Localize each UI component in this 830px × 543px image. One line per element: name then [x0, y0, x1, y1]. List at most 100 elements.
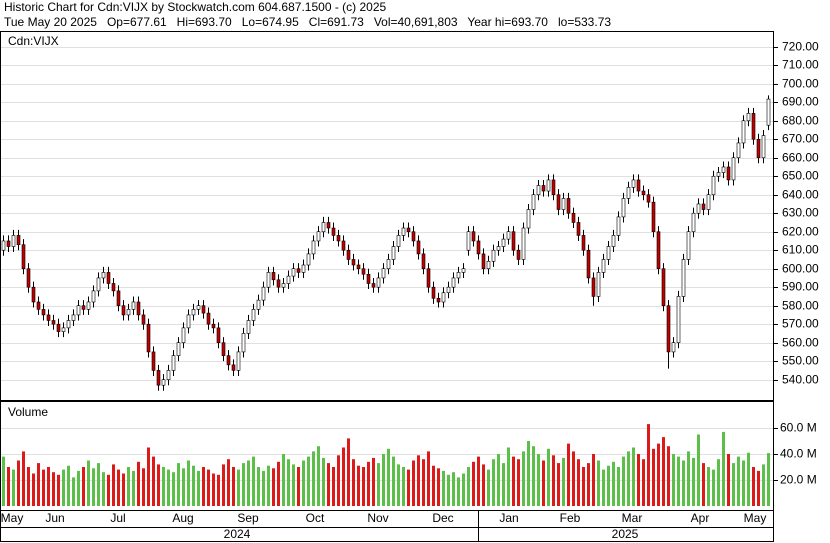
y-tick-label: 630.00: [782, 206, 819, 220]
volume-bar: [362, 467, 365, 506]
candle-body: [481, 253, 486, 270]
volume-bar: [347, 438, 350, 506]
volume-bar: [277, 461, 280, 506]
candle-body: [641, 190, 646, 196]
volume-bar: [317, 446, 320, 506]
candle-body: [531, 194, 536, 210]
candle-body: [556, 194, 561, 210]
volume-bar: [687, 451, 690, 506]
candle-body: [271, 272, 276, 281]
candle-body: [176, 342, 181, 356]
volume-bar: [717, 459, 720, 506]
candle-body: [361, 268, 366, 275]
candle-body: [446, 286, 451, 294]
candle-body: [56, 323, 61, 332]
volume-bar: [207, 469, 210, 506]
candle-body: [246, 320, 251, 334]
volume-bar: [587, 463, 590, 506]
candle-body: [31, 286, 36, 303]
volume-bar: [87, 460, 90, 506]
volume-bar: [632, 447, 635, 506]
month-label: Jul: [110, 511, 125, 525]
volume-bar: [77, 470, 80, 506]
candle-body: [111, 283, 116, 292]
volume-bar: [332, 467, 335, 506]
candle-body: [656, 231, 661, 270]
volume-bar: [567, 443, 570, 506]
y-tick-label: 610.00: [782, 243, 819, 257]
y-tick-label: 550.00: [782, 354, 819, 368]
volume-bar: [762, 464, 765, 506]
volume-bar: [262, 470, 265, 506]
candle-body: [316, 231, 321, 242]
volume-bar: [122, 473, 125, 506]
volume-bar: [272, 468, 275, 506]
volume-bar: [157, 464, 160, 506]
candle-body: [251, 309, 256, 321]
candle-body: [696, 203, 701, 214]
candle-body: [236, 351, 241, 371]
y-tick-label: 690.00: [782, 95, 819, 109]
candle-body: [611, 235, 616, 247]
candle-body: [506, 231, 511, 240]
candle-body: [336, 235, 341, 242]
candle-body: [551, 179, 556, 196]
volume-bar: [447, 474, 450, 506]
volume-bar: [472, 461, 475, 506]
volume-bar: [692, 457, 695, 506]
volume-bar: [492, 459, 495, 506]
candle-body: [211, 323, 216, 329]
volume-bar: [372, 457, 375, 506]
month-label: Sep: [237, 511, 259, 525]
candle-body: [606, 246, 611, 260]
candle-body: [746, 113, 751, 122]
volume-bar: [612, 461, 615, 506]
y-tick-label: 540.00: [782, 373, 819, 387]
volume-bar: [387, 448, 390, 506]
candle-body: [526, 209, 531, 229]
candle-body: [716, 172, 721, 177]
candle-body: [256, 299, 261, 310]
candle-body: [401, 227, 406, 236]
volume-bar: [637, 454, 640, 506]
candle-body: [751, 113, 756, 140]
volume-bar: [662, 437, 665, 506]
candle-body: [706, 194, 711, 210]
volume-bar: [677, 456, 680, 506]
year-label: 2024: [224, 527, 251, 541]
volume-bar: [427, 451, 430, 506]
volume-bar: [202, 467, 205, 506]
volume-bar: [727, 454, 730, 506]
volume-bar: [267, 465, 270, 506]
volume-bar: [312, 451, 315, 506]
chart-title: Historic Chart for Cdn:VIJX by Stockwatc…: [4, 0, 386, 14]
candle-body: [26, 268, 31, 288]
volume-bar: [337, 455, 340, 506]
candle-body: [486, 261, 491, 270]
volume-bar: [102, 472, 105, 506]
volume-bar: [732, 463, 735, 506]
volume-bar: [652, 448, 655, 506]
candle-body: [261, 286, 266, 301]
candle-body: [376, 277, 381, 288]
candle-body: [736, 142, 741, 159]
volume-bar: [27, 467, 30, 506]
candle-body: [511, 231, 516, 251]
y-tick-label: 580.00: [782, 299, 819, 313]
volume-bar: [342, 447, 345, 506]
volume-bar: [532, 446, 535, 506]
candle-body: [441, 292, 446, 303]
candle-body: [711, 175, 716, 196]
volume-bar: [547, 448, 550, 506]
volume-label: Volume: [8, 405, 48, 419]
month-label: May: [1, 511, 24, 525]
candle-body: [11, 235, 16, 247]
candle-body: [201, 305, 206, 314]
volume-bar: [527, 441, 530, 506]
candle-body: [536, 185, 541, 196]
year-label: 2025: [612, 527, 639, 541]
candle-body: [156, 370, 161, 386]
volume-bar: [497, 454, 500, 506]
candle-body: [476, 240, 481, 255]
candle-body: [601, 259, 606, 273]
